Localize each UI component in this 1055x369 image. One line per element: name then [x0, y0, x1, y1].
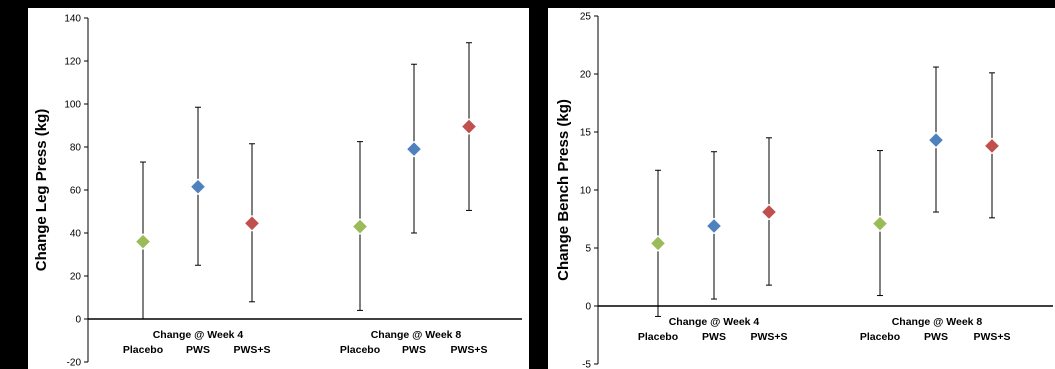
data-point-placebo — [649, 235, 667, 252]
data-point-pws — [927, 131, 945, 149]
bench-press-chart-panel: -5 0 5 10 15 20 25 Change Bench Press (kg) Chang… — [548, 8, 1055, 369]
y-tick-label: 20 — [580, 70, 592, 81]
y-tick-label: 0 — [75, 315, 81, 326]
y-tick-label: 15 — [580, 128, 592, 139]
x-category-label: PWS+S — [450, 344, 487, 356]
y-tick-label: 10 — [580, 186, 592, 197]
y-tick-label: 140 — [64, 14, 81, 25]
x-group-label: Change @ Week 8 — [371, 329, 462, 341]
y-tick-label: 80 — [70, 143, 82, 154]
y-tick-label: 60 — [70, 186, 82, 197]
y-tick-label: 25 — [580, 12, 592, 23]
data-point-placebo — [871, 215, 889, 232]
x-category-label: Placebo — [860, 331, 900, 343]
data-point-pws-s — [760, 203, 778, 221]
x-category-label: PWS — [702, 331, 726, 343]
data-point-pws-s — [460, 118, 478, 135]
y-tick-label: 20 — [70, 272, 82, 283]
y-tick-label: 120 — [64, 57, 81, 68]
data-point-placebo — [351, 218, 369, 235]
y-axis-title: Change Bench Press (kg) — [555, 99, 572, 281]
data-point-placebo — [134, 233, 152, 250]
leg-press-chart: -20 0 20 40 60 80 100 120 140 Change Leg Press (k… — [33, 14, 522, 369]
x-category-label: Placebo — [123, 344, 163, 356]
bench-press-chart: -5 0 5 10 15 20 25 Change Bench Press (kg) Chang… — [555, 12, 1053, 369]
x-group-label: Change @ Week 8 — [892, 316, 983, 328]
x-category-label: PWS — [924, 331, 948, 343]
data-point-pws-s — [243, 215, 261, 232]
data-point-pws — [189, 178, 207, 195]
y-axis-title: Change Leg Press (kg) — [33, 109, 50, 272]
x-category-label: PWS — [402, 344, 426, 356]
x-category-label: PWS+S — [233, 344, 270, 356]
y-tick-label: 0 — [585, 302, 591, 313]
leg-press-chart-panel: -20 0 20 40 60 80 100 120 140 Change Leg Press (k… — [28, 8, 529, 369]
x-category-label: PWS+S — [973, 331, 1010, 343]
y-tick-label: -20 — [67, 358, 82, 369]
y-tick-label: -5 — [582, 360, 591, 369]
data-point-pws — [405, 140, 423, 158]
x-group-label: Change @ Week 4 — [153, 329, 244, 341]
y-tick-label: 100 — [64, 100, 81, 111]
data-point-pws-s — [983, 137, 1001, 155]
x-category-label: PWS+S — [750, 331, 787, 343]
x-category-label: Placebo — [638, 331, 678, 343]
y-tick-label: 5 — [585, 244, 591, 255]
x-category-label: PWS — [186, 344, 210, 356]
y-tick-label: 40 — [70, 229, 82, 240]
x-group-label: Change @ Week 4 — [669, 316, 760, 328]
x-category-label: Placebo — [340, 344, 380, 356]
data-point-pws — [705, 217, 723, 235]
